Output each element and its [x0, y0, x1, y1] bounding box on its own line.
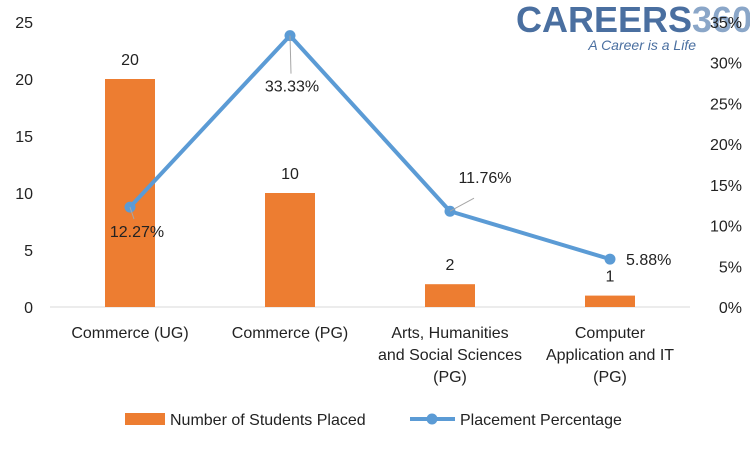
bar — [105, 79, 155, 307]
logo-tagline: A Career is a Life — [587, 37, 696, 53]
right-tick-label: 20% — [710, 137, 742, 154]
legend: Number of Students Placed Placement Perce… — [125, 412, 622, 429]
line-data-labels: 12.27% 33.33% 11.76% 5.88% — [110, 35, 671, 269]
bar-data-label: 1 — [606, 269, 615, 286]
bar-data-label: 2 — [446, 257, 455, 274]
category-label: Arts, Humanities and Social Sciences (PG) — [378, 325, 522, 386]
line-series — [124, 30, 616, 265]
line-data-label: 11.76% — [458, 170, 511, 187]
right-tick-label: 10% — [710, 219, 742, 236]
right-axis-ticks: 0% 5% 10% 15% 20% 25% 30% 35% — [710, 15, 742, 317]
logo-text: CAREERS360 — [516, 0, 750, 40]
legend-bar-swatch — [125, 413, 165, 425]
right-tick-label: 5% — [719, 259, 742, 276]
bar-data-label: 20 — [121, 52, 139, 69]
legend-line-marker — [426, 413, 438, 425]
series-line — [128, 33, 611, 262]
label-leader-line — [129, 206, 135, 220]
logo-name-part2: 360 — [692, 0, 750, 40]
right-tick-label: 25% — [710, 96, 742, 113]
left-tick-label: 0 — [24, 300, 33, 317]
left-tick-label: 25 — [15, 15, 33, 32]
bar — [265, 193, 315, 307]
right-tick-label: 30% — [710, 56, 742, 73]
line-data-label: 33.33% — [265, 79, 319, 96]
category-label: Commerce (PG) — [232, 325, 348, 342]
left-tick-label: 20 — [15, 72, 33, 89]
left-axis-ticks: 0 5 10 15 20 25 — [15, 15, 33, 317]
bar — [585, 295, 635, 307]
left-tick-label: 15 — [15, 129, 33, 146]
line-point — [604, 253, 616, 265]
right-tick-label: 0% — [719, 300, 742, 317]
line-data-label: 12.27% — [110, 224, 164, 241]
legend-bar-label: Number of Students Placed — [170, 412, 366, 429]
bar-data-label: 10 — [281, 166, 299, 183]
left-tick-label: 5 — [24, 243, 33, 260]
label-leader-line — [449, 197, 475, 212]
legend-line-label: Placement Percentage — [460, 412, 622, 429]
category-label: Computer Application and IT (PG) — [546, 325, 674, 386]
left-tick-label: 10 — [15, 186, 33, 203]
category-labels: Commerce (UG) Commerce (PG) Arts, Humaniti… — [71, 325, 674, 386]
logo-name-part1: CAREERS — [516, 0, 692, 40]
bar — [425, 284, 475, 307]
right-tick-label: 15% — [710, 178, 742, 195]
line-data-label: 5.88% — [626, 252, 671, 269]
category-label: Commerce (UG) — [71, 325, 188, 342]
bar-series — [105, 79, 635, 307]
right-tick-label: 35% — [710, 15, 742, 32]
bar-data-labels: 20 10 2 1 — [121, 52, 614, 286]
careers360-logo: CAREERS360 A Career is a Life — [516, 0, 750, 53]
label-leader-line — [289, 35, 292, 74]
